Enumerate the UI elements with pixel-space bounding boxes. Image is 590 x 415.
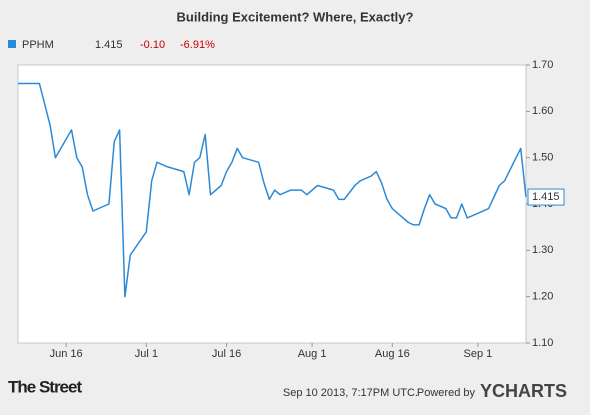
chart-title: Building Excitement? Where, Exactly?	[177, 9, 414, 24]
timestamp: Sep 10 2013, 7:17PM UTC.	[283, 387, 418, 399]
powered-by: Powered by	[417, 387, 476, 399]
line	[18, 82, 527, 298]
legend-change: -0.10	[140, 39, 165, 51]
legend-last-value: 1.415	[95, 39, 123, 51]
x-tick-label: Jul 1	[135, 348, 158, 360]
legend-change-percent: -6.91%	[180, 39, 215, 51]
y-tick-label: 1.70	[532, 59, 553, 71]
x-tick-label: Aug 1	[298, 348, 327, 360]
x-tick-label: Jun 16	[50, 348, 83, 360]
y-tick-label: 1.50	[532, 152, 553, 164]
y-tick-label: 1.60	[532, 105, 553, 117]
x-tick-label: Jul 16	[212, 348, 241, 360]
y-tick-label: 1.30	[532, 244, 553, 256]
logo: The Street	[8, 377, 82, 396]
legend-swatch	[8, 40, 16, 48]
y-tick-label: 1.10	[532, 337, 553, 349]
plot-area	[17, 64, 527, 344]
y-tick-label: 1.20	[532, 291, 553, 303]
last-value-label: 1.415	[532, 191, 560, 203]
x-tick-label: Sep 1	[463, 348, 492, 360]
legend-label: PPHM	[22, 39, 54, 51]
x-tick-label: Aug 16	[375, 348, 410, 360]
last-value-box	[527, 188, 565, 206]
brand: YCHARTS	[480, 381, 567, 401]
